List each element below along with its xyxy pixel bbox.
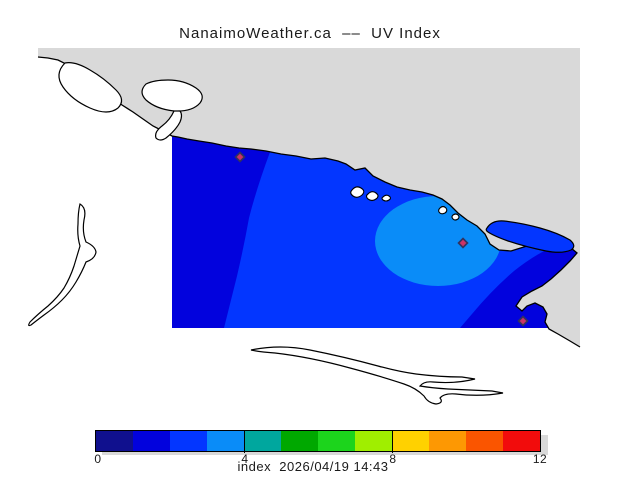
inlet-east: [141, 79, 203, 112]
colorbar-caption: index 2026/04/19 14:43: [237, 459, 389, 474]
colorbar-segment: [429, 431, 466, 451]
colorbar-label-4: 4: [241, 452, 249, 466]
colorbar-segment: [392, 431, 429, 451]
colorbar-segment: [244, 431, 281, 451]
inlet-west: [58, 62, 123, 113]
islet: [365, 191, 379, 202]
colorbar-segment: [170, 431, 207, 451]
colorbar: [95, 430, 541, 452]
colorbar-segment: [503, 431, 540, 451]
station-markers: [234, 151, 529, 327]
station-marker: [457, 237, 469, 249]
uv-region-west-low: [172, 118, 272, 328]
colorbar-label-0: 0: [94, 452, 102, 466]
colorbar-segment: [281, 431, 318, 451]
islet: [381, 194, 392, 202]
small-islands: [350, 186, 460, 221]
outline-islands: [28, 203, 504, 405]
station-marker: [234, 151, 246, 163]
page-title: NanaimoWeather.ca –– UV Index: [179, 25, 441, 42]
colorbar-label-12: 12: [532, 452, 548, 466]
coastline: [37, 56, 581, 348]
island-chain-south: [250, 346, 504, 405]
colorbar-segment: [96, 431, 133, 451]
inlet-channel: [155, 110, 183, 141]
colorbar-segments: [96, 431, 540, 451]
islet: [451, 213, 460, 221]
island-west-sliver: [28, 203, 97, 327]
colorbar-tick-4: [244, 430, 245, 453]
islet: [438, 205, 448, 215]
colorbar-segment: [133, 431, 170, 451]
eastern-inlet-outline: [485, 220, 575, 253]
colorbar-segment: [355, 431, 392, 451]
colorbar-segment: [207, 431, 244, 451]
station-marker: [517, 315, 529, 327]
northwest-inlets: [58, 62, 203, 141]
colorbar-label-8: 8: [389, 452, 397, 466]
colorbar-segment: [466, 431, 503, 451]
eastern-inlet-water: [486, 220, 574, 253]
colorbar-segment: [318, 431, 355, 451]
colorbar-tick-8: [392, 430, 393, 453]
islet: [350, 186, 365, 198]
